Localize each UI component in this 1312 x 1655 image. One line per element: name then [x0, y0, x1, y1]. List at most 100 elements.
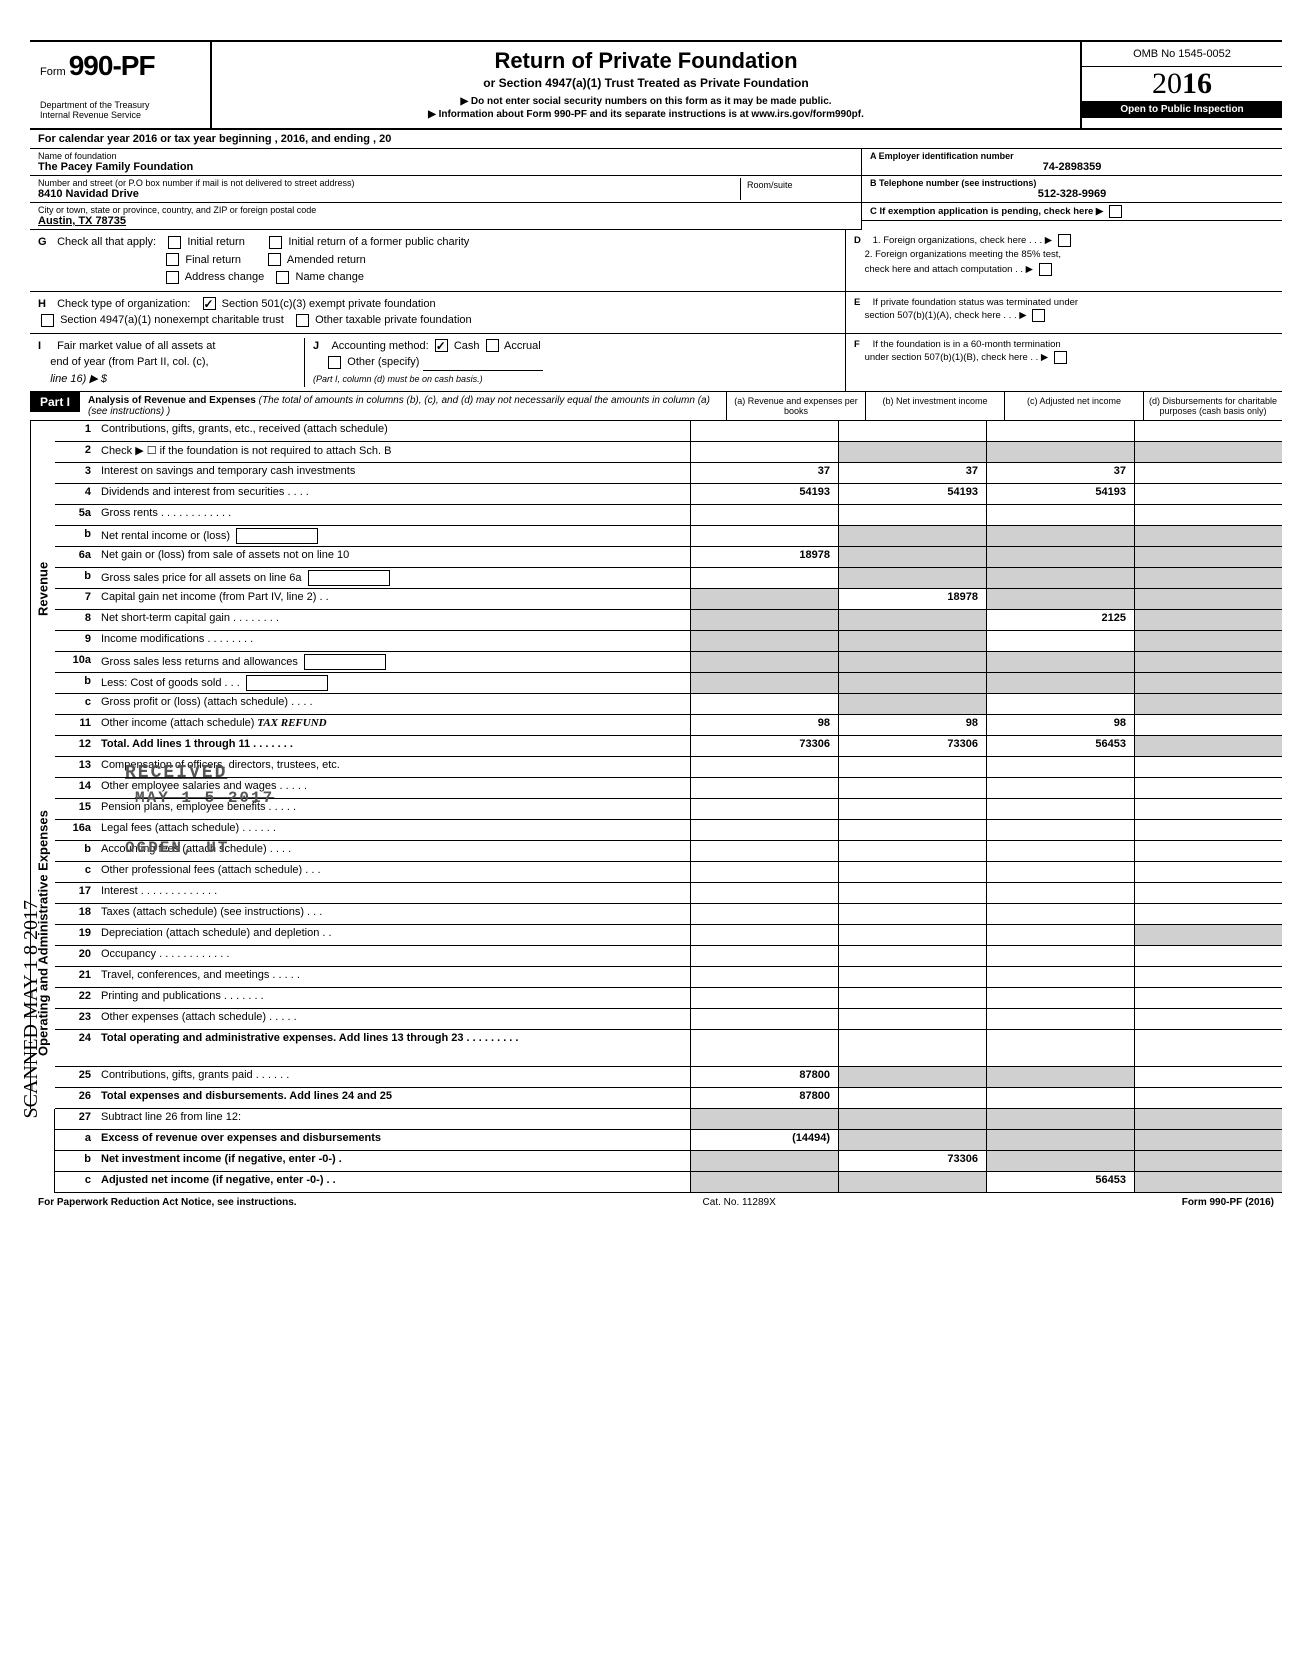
cell-a: 87800 — [690, 1088, 838, 1108]
cell-c — [986, 547, 1134, 567]
part1-title: Analysis of Revenue and Expenses — [88, 395, 256, 406]
g-opt-1: Initial return of a former public charit… — [288, 236, 469, 248]
line-label: Legal fees (attach schedule) . . . . . . — [97, 820, 690, 840]
g-final-return[interactable] — [166, 253, 179, 266]
name-row: Name of foundation The Pacey Family Foun… — [30, 149, 861, 176]
line-label: Occupancy . . . . . . . . . . . . — [97, 946, 690, 966]
cell-d — [1134, 820, 1282, 840]
cell-d — [1134, 694, 1282, 714]
d1: 1. Foreign organizations, check here . .… — [873, 235, 1052, 246]
cell-c: 56453 — [986, 736, 1134, 756]
inline-input-box[interactable] — [308, 570, 390, 586]
table-row: 13Compensation of officers, directors, t… — [55, 757, 1282, 778]
cell-a — [690, 925, 838, 945]
cell-a: 73306 — [690, 736, 838, 756]
cell-b: 98 — [838, 715, 986, 735]
j-other[interactable] — [328, 356, 341, 369]
line-label: Other expenses (attach schedule) . . . .… — [97, 1009, 690, 1029]
h-other[interactable] — [296, 314, 309, 327]
j-cash[interactable] — [435, 339, 448, 352]
tax-year: 2016 — [1082, 67, 1282, 101]
table-row: 11Other income (attach schedule) TAX REF… — [55, 715, 1282, 736]
g-opt-3: Amended return — [287, 254, 366, 266]
cell-c — [986, 652, 1134, 672]
foundation-name: The Pacey Family Foundation — [38, 161, 853, 173]
line-number: c — [55, 694, 97, 714]
cell-b — [838, 505, 986, 525]
f1: If the foundation is in a 60-month termi… — [873, 339, 1061, 350]
line-number: c — [55, 862, 97, 882]
g-amended-return[interactable] — [268, 253, 281, 266]
ein: 74-2898359 — [870, 161, 1274, 173]
inline-input-box[interactable] — [246, 675, 328, 691]
line-label: Taxes (attach schedule) (see instruction… — [97, 904, 690, 924]
table-row: bNet rental income or (loss) — [55, 526, 1282, 547]
cell-b — [838, 1109, 986, 1129]
cell-a — [690, 505, 838, 525]
cell-a — [690, 652, 838, 672]
cell-b: 73306 — [838, 736, 986, 756]
c-checkbox[interactable] — [1109, 205, 1122, 218]
line-label: Check ▶ ☐ if the foundation is not requi… — [97, 442, 690, 462]
cell-b — [838, 1009, 986, 1029]
h-4947[interactable] — [41, 314, 54, 327]
line-number: 17 — [55, 883, 97, 903]
d2b: check here and attach computation . . ▶ — [865, 264, 1033, 275]
line-label: Contributions, gifts, grants paid . . . … — [97, 1067, 690, 1087]
d1-checkbox[interactable] — [1058, 234, 1071, 247]
table-row: 8Net short-term capital gain . . . . . .… — [55, 610, 1282, 631]
cell-b — [838, 610, 986, 630]
form-page: Form 990-PF Department of the Treasury I… — [30, 40, 1282, 1212]
cell-a — [690, 673, 838, 693]
i-line3: line 16) ▶ $ — [50, 373, 107, 385]
section-j: J Accounting method: Cash Accrual Other … — [305, 338, 837, 388]
table-row: 10aGross sales less returns and allowanc… — [55, 652, 1282, 673]
line-label: Total expenses and disbursements. Add li… — [97, 1088, 690, 1108]
footer-left: For Paperwork Reduction Act Notice, see … — [38, 1197, 297, 1208]
table-row: 7Capital gain net income (from Part IV, … — [55, 589, 1282, 610]
table-row: aExcess of revenue over expenses and dis… — [55, 1130, 1282, 1151]
cell-d — [1134, 526, 1282, 546]
e-checkbox[interactable] — [1032, 309, 1045, 322]
cell-c — [986, 1151, 1134, 1171]
cell-b — [838, 1067, 986, 1087]
j-accrual[interactable] — [486, 339, 499, 352]
section-e: E If private foundation status was termi… — [846, 292, 1282, 333]
ein-label: A Employer identification number — [870, 151, 1274, 161]
line-number: 25 — [55, 1067, 97, 1087]
line-number: 9 — [55, 631, 97, 651]
section-d: D 1. Foreign organizations, check here .… — [846, 230, 1282, 291]
table-row: 17Interest . . . . . . . . . . . . . — [55, 883, 1282, 904]
inline-input-box[interactable] — [304, 654, 386, 670]
cell-c: 37 — [986, 463, 1134, 483]
table-row: 4Dividends and interest from securities … — [55, 484, 1282, 505]
g-address-change[interactable] — [166, 271, 179, 284]
g-name-change[interactable] — [276, 271, 289, 284]
line-label: Other professional fees (attach schedule… — [97, 862, 690, 882]
g-initial-return[interactable] — [168, 236, 181, 249]
g-opt-2: Final return — [185, 254, 241, 266]
line-number: 4 — [55, 484, 97, 504]
cell-c — [986, 505, 1134, 525]
cell-d — [1134, 568, 1282, 588]
cell-c — [986, 967, 1134, 987]
inline-input-box[interactable] — [236, 528, 318, 544]
cell-a — [690, 820, 838, 840]
revenue-section: Revenue 1Contributions, gifts, grants, e… — [30, 421, 1282, 757]
cell-a — [690, 442, 838, 462]
j-note: (Part I, column (d) must be on cash basi… — [313, 374, 483, 384]
d2-checkbox[interactable] — [1039, 263, 1052, 276]
cell-d — [1134, 967, 1282, 987]
cell-a — [690, 904, 838, 924]
line-label: Other income (attach schedule) TAX REFUN… — [97, 715, 690, 735]
h-501c3[interactable] — [203, 297, 216, 310]
line-number: 13 — [55, 757, 97, 777]
h-opt3: Other taxable private foundation — [315, 314, 472, 326]
cell-a — [690, 694, 838, 714]
g-initial-former[interactable] — [269, 236, 282, 249]
cell-c — [986, 946, 1134, 966]
line-label: Net rental income or (loss) — [97, 526, 690, 546]
line-number: 24 — [55, 1030, 97, 1066]
f-checkbox[interactable] — [1054, 351, 1067, 364]
public-inspection: Open to Public Inspection — [1082, 101, 1282, 118]
